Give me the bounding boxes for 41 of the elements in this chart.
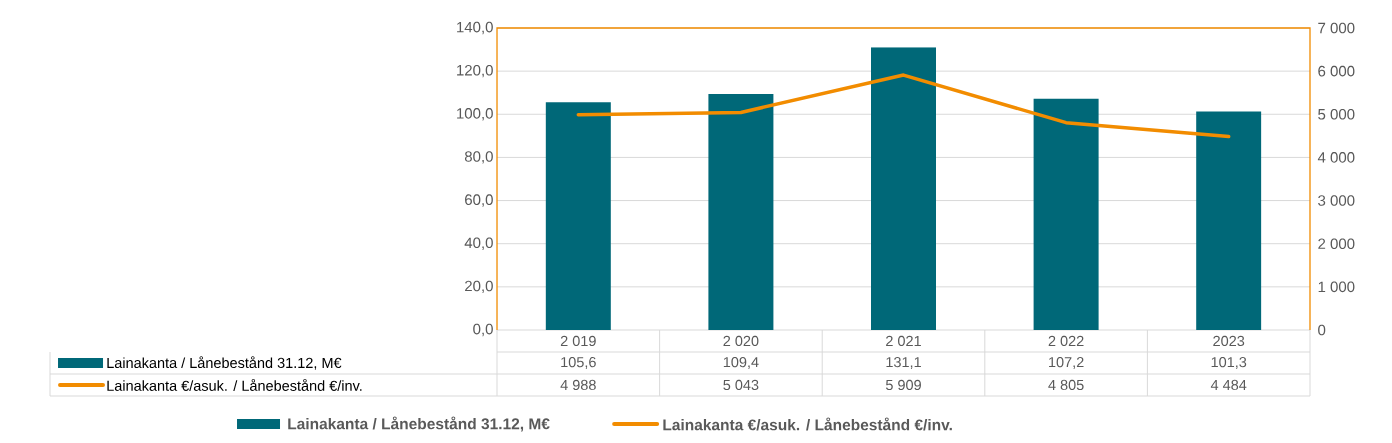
y-tick-label: 140,0 xyxy=(457,21,493,35)
bar xyxy=(1033,98,1099,330)
y-tick-label: 60,0 xyxy=(465,194,493,207)
y2-tick-label: 7 000 xyxy=(1318,22,1355,34)
y2-tick-label: 0 xyxy=(1318,324,1326,336)
bar xyxy=(871,47,936,330)
text: Lainakanta / Lånebestånd 31.12, M€ xyxy=(107,356,342,370)
bar xyxy=(1196,111,1262,330)
data-label: 4 988 xyxy=(560,379,596,391)
x-tick-label: 2 020 xyxy=(723,335,759,347)
data-label: 107,2 xyxy=(1049,356,1084,369)
x-tick-label: 2023 xyxy=(1213,335,1245,347)
data-label: 5 909 xyxy=(885,379,921,391)
data-label: 131,1 xyxy=(886,356,921,369)
y-tick-label: 0,0 xyxy=(473,323,493,337)
y-tick-label: 20,0 xyxy=(465,280,493,294)
bar xyxy=(708,94,774,330)
data-label: 5 043 xyxy=(723,379,759,391)
y-tick-label: 100,0 xyxy=(457,108,493,121)
data-label: 4 805 xyxy=(1048,379,1084,391)
y-tick-label: 120,0 xyxy=(457,64,493,78)
y-tick-label: 40,0 xyxy=(464,237,493,250)
y2-tick-label: 3 000 xyxy=(1318,195,1355,206)
x-tick-label: 2 022 xyxy=(1048,335,1084,347)
text: Lainakanta €/asuk. / Lånebestånd €/inv. xyxy=(107,379,362,391)
line-series xyxy=(576,73,1231,139)
y2-tick-label: 2 000 xyxy=(1318,238,1355,250)
data-label: 101,3 xyxy=(1211,356,1247,369)
y2-tick-label: 6 000 xyxy=(1318,65,1355,77)
data-label: 4 484 xyxy=(1210,379,1247,391)
bar xyxy=(545,102,611,330)
data-label: 105,6 xyxy=(561,356,596,369)
y2-tick-label: 4 000 xyxy=(1317,152,1355,163)
legend-label: Lainakanta / Lånebestånd 31.12, M€ xyxy=(288,416,550,432)
y2-tick-label: 1 000 xyxy=(1318,281,1355,293)
data-label: 109,4 xyxy=(723,356,759,369)
x-tick-label: 2 019 xyxy=(560,335,596,347)
legend-label: Lainakanta €/asuk. / Lånebestånd €/inv. xyxy=(663,417,952,431)
y2-tick-label: 5 000 xyxy=(1318,108,1355,120)
y-tick-label: 80,0 xyxy=(464,151,493,164)
x-tick-label: 2 021 xyxy=(886,335,921,347)
